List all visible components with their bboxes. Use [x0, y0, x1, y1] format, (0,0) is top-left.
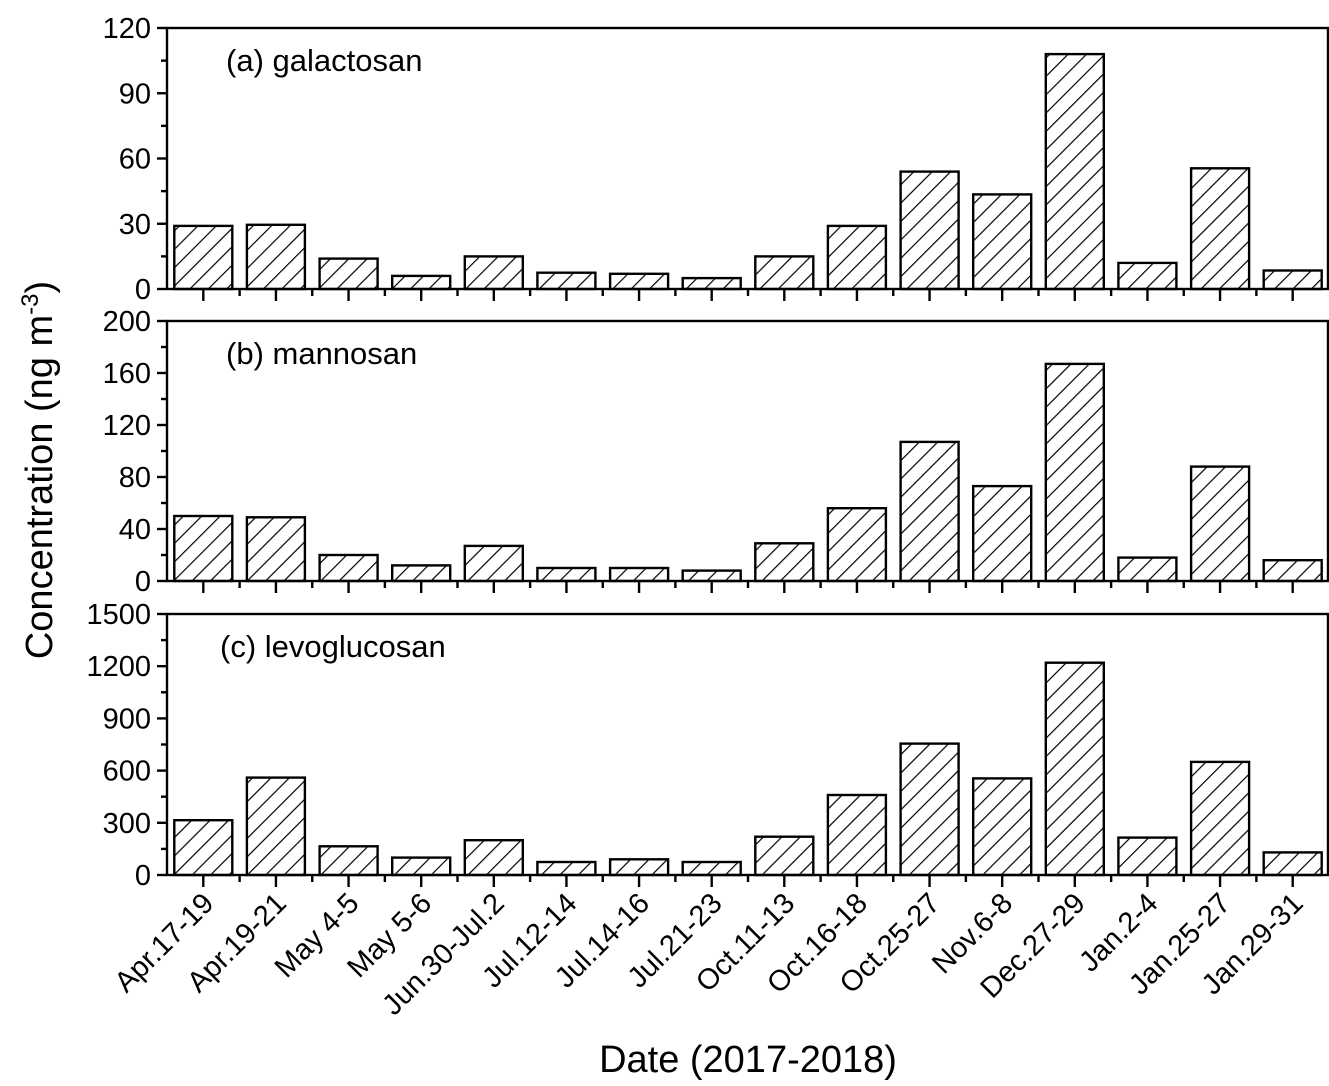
- bar-panel2-7: [608, 566, 670, 583]
- bar-panel2-10: [826, 507, 888, 583]
- bar-panel3-4: [391, 856, 452, 877]
- bar-panel2-6: [536, 566, 597, 583]
- bar-panel3-3: [318, 845, 379, 877]
- bar-panel1-3: [318, 257, 379, 291]
- y-tick-label-panel2-4: 120: [103, 410, 151, 442]
- bar-panel3-9: [754, 835, 815, 877]
- bar-panel3-6: [536, 860, 597, 877]
- panel-label-2: (b) mannosan: [226, 336, 417, 371]
- bar-panel1-15: [1189, 167, 1251, 291]
- bar-panel3-16: [1262, 851, 1323, 877]
- bar-panel2-2: [245, 516, 307, 583]
- bar-panel1-1: [173, 224, 234, 291]
- y-tick-label-panel3-6: 1500: [86, 599, 151, 631]
- panel-label-1: (a) galactosan: [226, 43, 422, 78]
- bar-panel3-13: [1044, 661, 1106, 877]
- bar-panel1-4: [391, 274, 452, 291]
- y-tick-label-panel3-4: 900: [103, 703, 151, 735]
- panel-label-3: (c) levoglucosan: [220, 629, 446, 664]
- bar-panel1-9: [754, 255, 815, 291]
- y-tick-label-panel1-2: 30: [119, 209, 151, 241]
- y-axis-title: Concentration (ng m-3): [17, 281, 61, 659]
- bar-panel2-1: [173, 514, 234, 583]
- bar-panel1-6: [536, 271, 597, 291]
- bar-panel1-14: [1117, 261, 1178, 291]
- bar-panel1-5: [463, 255, 524, 291]
- y-tick-label-panel1-5: 120: [103, 13, 151, 45]
- bar-panel3-7: [608, 858, 670, 877]
- y-tick-label-panel2-1: 0: [135, 566, 151, 598]
- bar-panel1-7: [608, 272, 670, 291]
- y-axis-title-superscript: -3: [17, 294, 44, 315]
- bar-panel2-3: [318, 553, 379, 583]
- bar-panel2-12: [972, 484, 1033, 583]
- bar-panel3-8: [681, 860, 742, 877]
- bar-panel2-16: [1262, 559, 1323, 583]
- y-tick-label-panel2-3: 80: [119, 462, 151, 494]
- y-axis-title-text: Concentration (ng m: [19, 315, 61, 659]
- y-tick-label-panel3-5: 1200: [86, 651, 151, 683]
- y-tick-label-panel1-4: 90: [119, 78, 151, 110]
- bar-panel2-13: [1044, 362, 1106, 583]
- bar-panel2-15: [1189, 465, 1251, 583]
- bar-panel1-13: [1044, 52, 1106, 291]
- bar-panel3-11: [899, 742, 960, 877]
- bar-panel1-2: [245, 223, 307, 291]
- bar-panel1-11: [899, 170, 960, 291]
- y-tick-label-panel2-2: 40: [119, 514, 151, 546]
- x-axis-title: Date (2017-2018): [599, 1039, 897, 1081]
- y-tick-label-panel1-1: 0: [135, 274, 151, 306]
- y-tick-label-panel2-5: 160: [103, 358, 151, 390]
- y-tick-label-panel3-2: 300: [103, 808, 151, 840]
- y-tick-label-panel3-3: 600: [103, 756, 151, 788]
- y-tick-label-panel2-6: 200: [103, 306, 151, 338]
- y-tick-label-panel3-1: 0: [135, 860, 151, 892]
- bar-panel3-1: [173, 819, 234, 877]
- bar-panel2-14: [1117, 556, 1178, 583]
- bar-panel3-15: [1189, 760, 1251, 877]
- bar-panel1-8: [681, 276, 742, 291]
- y-tick-label-panel1-3: 60: [119, 144, 151, 176]
- bar-panel2-11: [899, 440, 960, 583]
- bar-panel2-5: [463, 544, 524, 583]
- y-axis-title-close: ): [19, 281, 61, 294]
- bar-panel1-16: [1262, 269, 1323, 291]
- bar-panel3-5: [463, 839, 524, 877]
- bar-panel3-2: [245, 776, 307, 877]
- bar-panel3-14: [1117, 836, 1178, 877]
- bar-panel2-9: [754, 542, 815, 583]
- bar-panel3-10: [826, 793, 888, 877]
- bar-panel3-12: [972, 777, 1033, 877]
- bar-panel2-4: [391, 564, 452, 583]
- bar-panel1-12: [972, 193, 1033, 291]
- bar-panel1-10: [826, 224, 888, 291]
- bar-panel2-8: [681, 569, 742, 583]
